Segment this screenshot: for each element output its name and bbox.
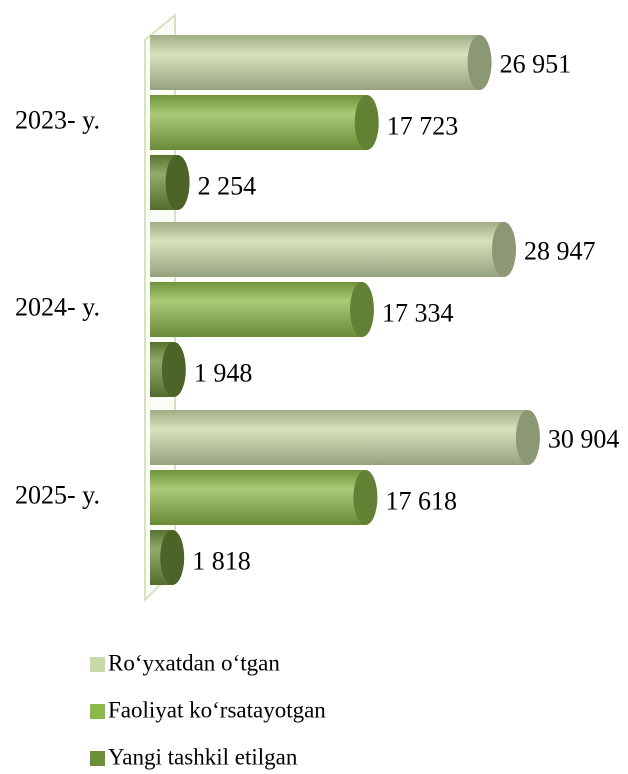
legend-label: Ro‘yxatdan o‘tgan (108, 650, 280, 675)
y-tick-label: 2025- y. (15, 480, 100, 509)
bar-cap (160, 530, 185, 585)
legend-swatch (90, 657, 105, 672)
bar (150, 222, 504, 277)
legend-swatch (90, 751, 105, 766)
legend-swatch (90, 704, 105, 719)
bar-cap (467, 35, 492, 90)
value-label: 1 818 (192, 546, 251, 575)
bar (150, 35, 480, 90)
bar-cap (515, 410, 540, 465)
value-label: 26 951 (500, 49, 572, 78)
value-label: 30 904 (548, 424, 620, 453)
legend-label: Faoliyat ko‘rsatayotgan (108, 697, 326, 722)
bar (150, 282, 362, 337)
bar-cap (491, 222, 516, 277)
value-label: 2 254 (198, 171, 257, 200)
y-tick-label: 2023- y. (15, 105, 100, 134)
bar-cap (354, 95, 379, 150)
bar-cap (165, 155, 190, 210)
value-label: 28 947 (524, 236, 596, 265)
bar (150, 95, 367, 150)
value-label: 17 723 (387, 111, 459, 140)
value-label: 1 948 (194, 358, 253, 387)
value-label: 17 334 (382, 298, 454, 327)
y-tick-label: 2024- y. (15, 292, 100, 321)
legend-label: Yangi tashkil etilgan (108, 744, 298, 769)
bar-cap (353, 470, 378, 525)
bar-cap (349, 282, 374, 337)
bar (150, 470, 366, 525)
bar (150, 410, 528, 465)
bar-cap (161, 342, 186, 397)
value-label: 17 618 (385, 486, 457, 515)
